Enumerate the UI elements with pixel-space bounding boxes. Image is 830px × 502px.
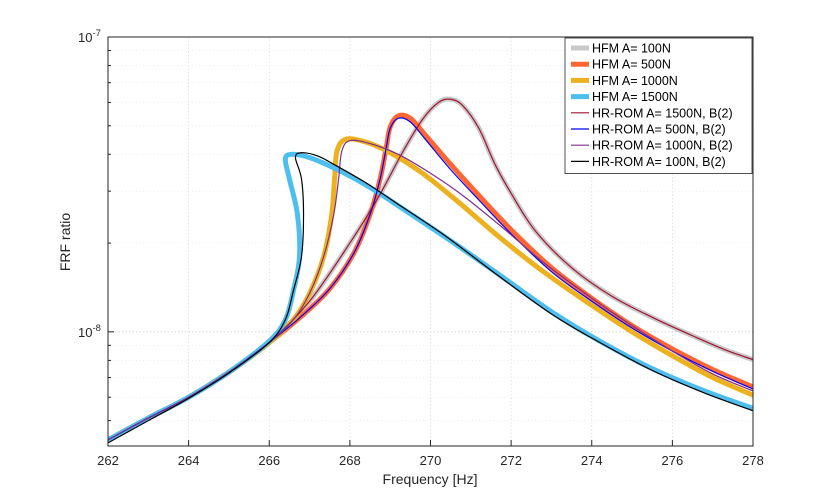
legend-entry: HR-ROM A= 100N, B(2)	[592, 155, 726, 169]
legend-entry: HR-ROM A= 500N, B(2)	[592, 123, 726, 137]
x-tick-label: 268	[339, 453, 361, 468]
x-tick-label: 272	[500, 453, 522, 468]
legend: HFM A= 100N HFM A= 500N HFM A= 1000N HFM A=…	[564, 37, 753, 175]
legend-entry: HFM A= 1500N	[592, 90, 678, 104]
y-axis-label: FRF ratio	[57, 213, 73, 272]
legend-entry: HFM A= 1000N	[592, 74, 678, 88]
x-tick-label: 278	[742, 453, 764, 468]
legend-entry: HFM A= 500N	[592, 58, 671, 72]
legend-box	[564, 37, 753, 175]
x-tick-label: 262	[97, 453, 119, 468]
legend-entry: HR-ROM A= 1500N, B(2)	[592, 106, 733, 120]
x-tick-label: 266	[258, 453, 280, 468]
x-tick-label: 274	[581, 453, 603, 468]
x-tick-label: 276	[662, 453, 684, 468]
legend-entry: HR-ROM A= 1000N, B(2)	[592, 139, 733, 153]
legend-entry: HFM A= 100N	[592, 42, 671, 56]
x-tick-label: 270	[420, 453, 442, 468]
series-lines	[108, 96, 753, 444]
x-tick-label: 264	[178, 453, 200, 468]
ticks: 262 264 266 268 270 272 274 276 278 10-8 10-7	[78, 28, 764, 468]
x-axis-label: Frequency [Hz]	[383, 471, 478, 487]
y-tick-label: 10-7	[78, 28, 101, 45]
series-line-8	[108, 152, 753, 444]
y-tick-label: 10-8	[78, 323, 101, 340]
